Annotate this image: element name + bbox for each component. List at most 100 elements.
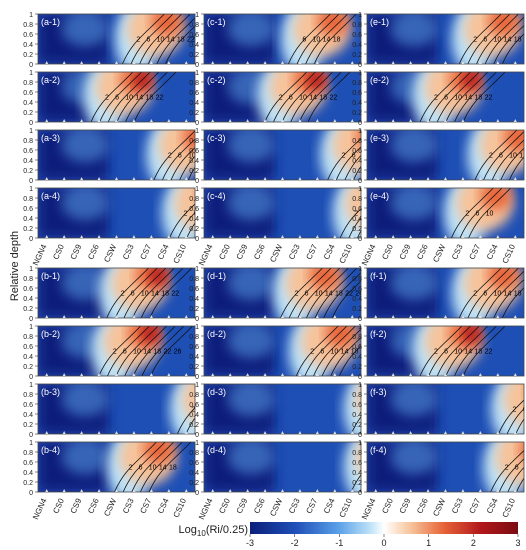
y-tick-label: 0.6 <box>352 90 362 97</box>
y-tick-label: 0.4 <box>352 354 362 361</box>
station-marker <box>333 177 337 180</box>
station-marker <box>391 119 395 122</box>
station-marker <box>426 489 430 492</box>
contour-line <box>114 442 157 492</box>
station-marker <box>281 235 284 238</box>
station-marker <box>426 235 430 238</box>
x-tick-label: CS0 <box>51 497 66 515</box>
y-tick-label: 0 <box>358 374 362 381</box>
contour-line <box>295 326 339 376</box>
station-marker <box>513 61 517 64</box>
station-marker <box>426 177 430 180</box>
contour-label: 2 <box>183 211 187 218</box>
y-tick-label: 0 <box>358 432 362 439</box>
field-hot-region <box>487 14 520 37</box>
contour-line <box>148 442 192 492</box>
station-marker <box>461 489 465 492</box>
contour-label: 10 <box>125 95 133 102</box>
y-tick-label: 0.6 <box>23 206 33 213</box>
contour-line <box>483 130 524 180</box>
station-marker <box>374 373 378 376</box>
contour-label: 6 <box>515 465 519 472</box>
contour-label: 2 <box>168 153 172 160</box>
contour-line <box>458 268 502 318</box>
contour-line <box>98 326 142 376</box>
contour-line <box>290 72 333 122</box>
panel-label: (d-3) <box>207 387 226 397</box>
y-tick-label: 0 <box>195 490 199 497</box>
field-shading <box>367 442 524 492</box>
contour-label: 2 <box>354 211 358 218</box>
contour-label: 14 <box>464 349 472 356</box>
station-marker <box>228 119 232 122</box>
station-marker <box>281 431 284 434</box>
contour-label: 10 <box>157 37 165 44</box>
y-tick-label: 0.4 <box>189 412 199 419</box>
y-tick-label: 0.2 <box>23 226 33 233</box>
station-marker <box>62 119 66 122</box>
station-marker <box>478 489 482 492</box>
contour-label: 2 <box>295 291 299 298</box>
contour-label: 22 <box>171 291 179 298</box>
station-marker <box>391 489 395 492</box>
contour-line <box>330 337 361 376</box>
contour-line <box>321 328 361 376</box>
station-marker <box>115 373 118 376</box>
station-marker <box>426 431 430 434</box>
y-tick-label: 0.8 <box>352 196 362 203</box>
contour-label: 14 <box>504 37 512 44</box>
panel-label: (a-4) <box>41 191 60 201</box>
y-tick-label: 0.6 <box>352 402 362 409</box>
station-marker <box>149 315 153 318</box>
field-peak-region <box>307 72 327 91</box>
contour-line <box>130 14 174 64</box>
station-marker <box>350 61 354 64</box>
y-tick-label: 0.4 <box>189 216 199 223</box>
station-marker <box>478 315 482 318</box>
y-tick-label: 0.4 <box>352 42 362 49</box>
x-tick-label: CS9 <box>69 243 84 261</box>
y-tick-label: 0 <box>358 120 362 127</box>
y-tick-label: 0.6 <box>189 206 199 213</box>
station-marker <box>374 235 378 238</box>
contour-label: 14 <box>143 349 151 356</box>
contour-line <box>304 326 348 376</box>
y-tick-label: 0.2 <box>23 52 33 59</box>
contour-line <box>313 14 357 64</box>
field-shading <box>38 14 185 64</box>
x-tick-label: CS3 <box>121 497 136 515</box>
contour-label: 10 <box>493 37 501 44</box>
x-tick-label: CS0 <box>217 243 232 261</box>
field-mid-region <box>227 130 275 163</box>
contour-label: 22 <box>156 95 164 102</box>
station-marker <box>263 177 267 180</box>
x-tick-label: CS0 <box>380 243 395 261</box>
x-tick-label: CS9 <box>398 243 413 261</box>
station-marker <box>228 61 232 64</box>
contour-label: 14 <box>167 37 175 44</box>
y-tick-label: 0.2 <box>23 110 33 117</box>
field-shading <box>204 130 361 180</box>
contour-line <box>107 72 151 122</box>
panel-label: (f-4) <box>370 445 387 455</box>
y-tick-label: 0.4 <box>189 354 199 361</box>
station-marker <box>115 119 118 122</box>
station-marker <box>496 177 500 180</box>
station-marker <box>211 119 215 122</box>
y-tick-label: 0.8 <box>189 392 199 399</box>
field-shading <box>204 72 327 122</box>
contour-line <box>314 268 358 318</box>
panel-label: (f-1) <box>370 271 387 281</box>
station-marker <box>45 315 49 318</box>
contour-label: 6 <box>178 153 182 160</box>
y-tick-label: 0.4 <box>23 412 33 419</box>
station-marker <box>461 235 465 238</box>
contour-line <box>162 138 195 180</box>
